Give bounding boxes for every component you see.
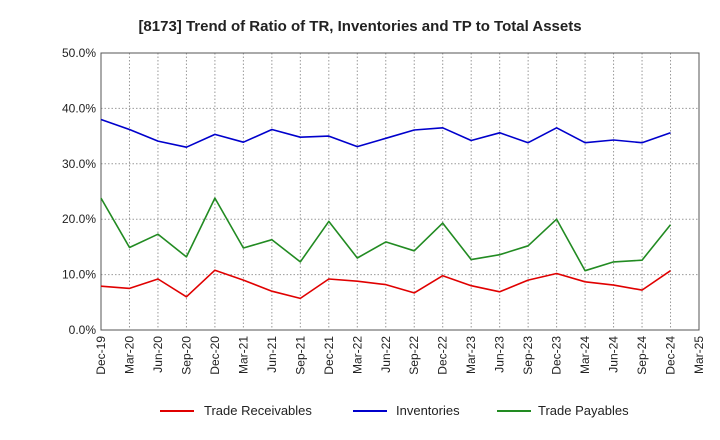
x-tick-label: Dec-24: [664, 336, 678, 375]
x-tick-label: Dec-23: [550, 336, 564, 375]
x-tick-label: Mar-23: [464, 336, 478, 374]
axes: 0.0% 10.0% 20.0% 30.0% 40.0% 50.0% Dec-19 Mar-2…: [62, 46, 706, 375]
x-tick-label: Jun-21: [265, 336, 279, 373]
x-tick-label: Mar-20: [122, 336, 136, 374]
y-tick-label: 0.0%: [69, 323, 97, 337]
x-tick-label: Jun-24: [607, 336, 621, 373]
chart-title: [8173] Trend of Ratio of TR, Inventories…: [138, 18, 581, 35]
x-tick-label: Dec-20: [208, 336, 222, 375]
y-tick-label: 20.0%: [62, 212, 96, 226]
x-tick-label: Mar-24: [578, 336, 592, 374]
y-tick-label: 50.0%: [62, 46, 96, 60]
x-tick-label: Sep-20: [179, 336, 193, 375]
x-tick-label: Jun-23: [493, 336, 507, 373]
x-tick-label: Mar-22: [350, 336, 364, 374]
legend-label-trade-receivables: Trade Receivables: [204, 403, 312, 418]
x-tick-label: Jun-22: [379, 336, 393, 373]
x-tick-label: Mar-21: [236, 336, 250, 374]
x-tick-label: Jun-20: [151, 336, 165, 373]
x-tick-label: Dec-21: [322, 336, 336, 375]
x-tick-label: Sep-23: [521, 336, 535, 375]
legend-label-inventories: Inventories: [396, 403, 460, 418]
plot-frame: [100, 52, 700, 331]
series-line-trade-payables: [100, 197, 672, 272]
x-tick-label: Dec-19: [94, 336, 108, 375]
series-lines: [100, 118, 672, 300]
y-tick-label: 40.0%: [62, 101, 96, 115]
series-line-trade-receivables: [100, 269, 671, 300]
legend: Trade Receivables Inventories Trade Payabl…: [160, 403, 629, 418]
x-tick-label: Sep-21: [293, 336, 307, 375]
x-tick-label: Mar-25: [692, 336, 706, 374]
x-tick-label: Dec-22: [436, 336, 450, 375]
y-tick-label: 10.0%: [62, 268, 96, 282]
y-tick-label: 30.0%: [62, 157, 96, 171]
legend-label-trade-payables: Trade Payables: [538, 403, 629, 418]
x-tick-label: Sep-24: [635, 336, 649, 375]
x-tick-label: Sep-22: [407, 336, 421, 375]
series-line-inventories: [100, 118, 671, 148]
